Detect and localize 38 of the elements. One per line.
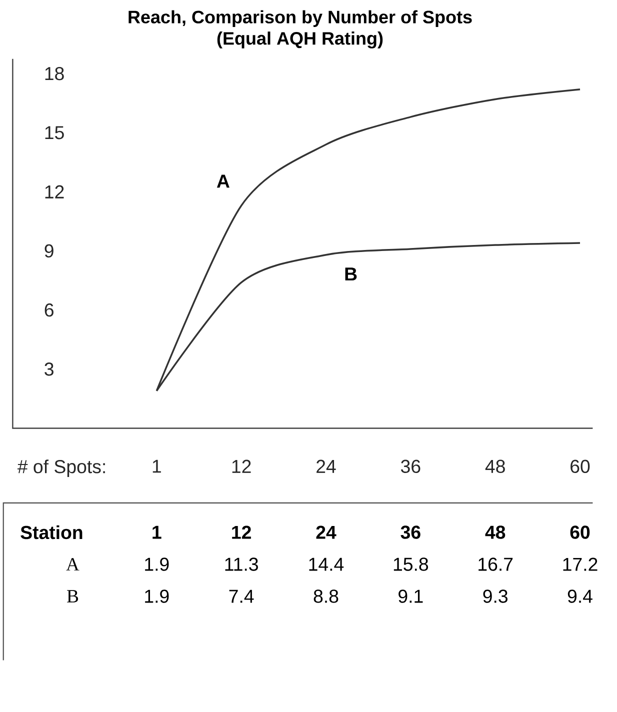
chart-title: Reach, Comparison by Number of Spots — [128, 10, 472, 28]
x-axis-title: # of Spots: — [17, 460, 105, 477]
category-label: 12 — [232, 526, 251, 539]
data-label: 7.4 — [229, 590, 254, 603]
category-label: 60 — [570, 526, 590, 539]
series-label: A — [216, 174, 230, 188]
data-label: 8.8 — [314, 590, 338, 603]
x-tick-label: 24 — [316, 460, 336, 473]
data-label: 15.8 — [394, 558, 428, 571]
legend-title: Station — [20, 525, 82, 540]
category-label: 1 — [152, 526, 162, 539]
series-label: B — [345, 268, 357, 280]
y-tick-label: 9 — [44, 244, 54, 258]
y-tick-label: 18 — [45, 66, 64, 80]
x-tick-label: 12 — [232, 460, 251, 473]
y-tick-label: 12 — [45, 185, 64, 198]
x-tick-label: 60 — [570, 460, 590, 474]
data-label: 9.3 — [483, 590, 508, 603]
x-tick-label: 36 — [400, 460, 420, 474]
category-label: 36 — [400, 526, 420, 539]
y-tick-label: 3 — [44, 362, 54, 376]
x-tick-label: 1 — [152, 460, 161, 473]
x-tick-label: 48 — [485, 460, 505, 474]
data-label: 1.9 — [145, 558, 169, 571]
category-label: 24 — [316, 526, 336, 539]
data-label: 14.4 — [309, 558, 344, 571]
data-label: 16.7 — [478, 558, 513, 571]
data-label: 9.4 — [568, 590, 592, 603]
text: A — [66, 558, 80, 570]
text: B — [67, 590, 78, 602]
category-label: 48 — [485, 526, 506, 539]
data-label: 17.2 — [563, 558, 598, 571]
data-label: 9.1 — [398, 590, 423, 603]
data-label: 11.3 — [225, 558, 258, 571]
y-tick-label: 6 — [44, 303, 54, 317]
data-label: 1.9 — [145, 590, 169, 603]
chart-subtitle: (Equal AQH Rating) — [217, 32, 383, 48]
y-tick-label: 15 — [45, 126, 64, 140]
